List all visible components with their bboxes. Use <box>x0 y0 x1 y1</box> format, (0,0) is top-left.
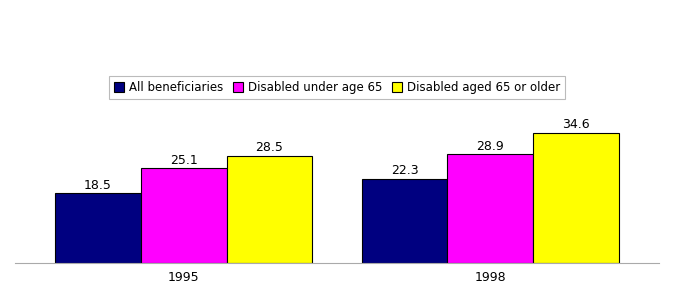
Text: 28.5: 28.5 <box>255 141 284 154</box>
Text: 28.9: 28.9 <box>477 140 504 152</box>
Bar <box>361 179 448 263</box>
Text: 25.1: 25.1 <box>170 154 197 167</box>
Text: 34.6: 34.6 <box>562 118 590 131</box>
Text: 22.3: 22.3 <box>391 164 419 177</box>
Bar <box>226 155 313 263</box>
Bar <box>141 168 226 263</box>
Bar <box>55 193 141 263</box>
Bar <box>533 133 619 263</box>
Text: 18.5: 18.5 <box>84 179 112 192</box>
Legend: All beneficiaries, Disabled under age 65, Disabled aged 65 or older: All beneficiaries, Disabled under age 65… <box>109 76 565 99</box>
Bar <box>448 154 533 263</box>
